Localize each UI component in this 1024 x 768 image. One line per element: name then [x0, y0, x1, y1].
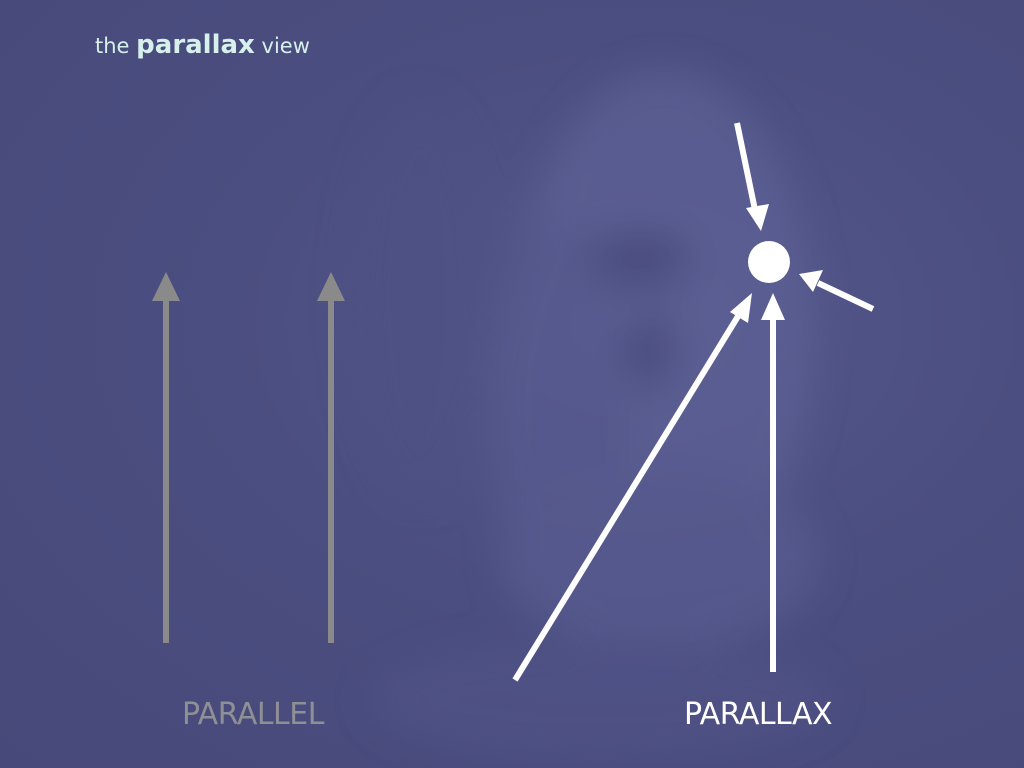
parallax-label: PARALLAX [684, 697, 833, 732]
parallel-arrows [152, 272, 345, 643]
parallax-arrow-top [734, 122, 769, 231]
parallel-arrow-left [152, 272, 180, 643]
focus-point [748, 241, 790, 283]
title-prefix: the [95, 34, 130, 58]
parallax-arrow-vertical [761, 293, 785, 672]
parallax-arrow-right [799, 270, 875, 312]
parallel-label: PARALLEL [182, 697, 324, 732]
parallax-arrow-diagonal [512, 293, 752, 682]
title-emphasis: parallax [136, 30, 255, 60]
slide-title: the parallax view [95, 30, 310, 60]
parallax-arrows [512, 122, 875, 682]
title-suffix: view [261, 34, 310, 58]
parallel-arrow-right [317, 272, 345, 643]
